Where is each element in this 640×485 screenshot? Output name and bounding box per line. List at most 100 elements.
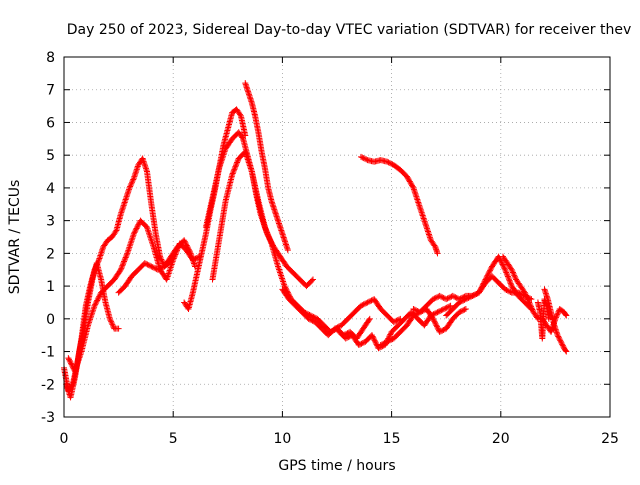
data-point <box>66 357 73 364</box>
data-point <box>393 317 400 324</box>
data-point <box>266 236 273 243</box>
data-point <box>234 158 241 165</box>
data-point <box>134 222 141 229</box>
data-point <box>436 292 443 299</box>
data-point <box>523 293 530 300</box>
x-axis-label: GPS time / hours <box>278 458 395 474</box>
data-point <box>430 317 437 324</box>
data-point <box>92 300 99 307</box>
data-point <box>504 272 511 279</box>
data-point <box>181 237 188 244</box>
data-point <box>230 169 237 176</box>
data-point <box>377 342 384 348</box>
y-tick-label: 1 <box>46 279 55 295</box>
data-point <box>365 317 372 324</box>
data-point <box>476 288 483 295</box>
data-point <box>237 111 244 118</box>
data-point <box>344 334 351 341</box>
data-point <box>453 294 460 301</box>
data-point <box>555 333 562 340</box>
data-point <box>507 279 514 285</box>
data-point <box>373 341 380 348</box>
data-point <box>388 160 395 167</box>
data-point <box>118 265 125 272</box>
data-point <box>500 264 507 271</box>
data-point <box>505 274 512 281</box>
x-tick-label: 10 <box>273 431 291 447</box>
data-point <box>406 178 413 185</box>
data-point <box>369 333 376 340</box>
data-point <box>466 294 473 301</box>
data-point <box>375 345 382 352</box>
data-point <box>511 273 518 280</box>
data-point <box>484 272 491 279</box>
data-point <box>434 323 441 330</box>
data-point <box>96 293 103 300</box>
data-point <box>458 307 465 314</box>
data-point <box>385 338 392 345</box>
data-point <box>481 277 488 284</box>
data-point <box>438 307 445 314</box>
data-point <box>262 225 269 232</box>
data-point <box>444 304 451 311</box>
data-point <box>432 319 439 326</box>
data-point <box>429 314 436 321</box>
data-point <box>335 323 342 330</box>
data-point <box>359 302 366 309</box>
data-point <box>457 298 464 305</box>
data-point <box>553 314 560 321</box>
data-point <box>554 311 561 318</box>
data-point <box>497 257 504 264</box>
data-point <box>108 318 115 325</box>
data-point <box>508 281 515 288</box>
data-point <box>345 334 352 341</box>
data-point <box>157 255 164 262</box>
data-point <box>364 299 371 306</box>
data-point <box>128 180 135 187</box>
data-point <box>437 293 444 300</box>
data-point <box>553 313 560 320</box>
data-point <box>380 340 387 347</box>
data-point <box>442 305 449 312</box>
data-point <box>267 237 274 244</box>
data-point <box>503 269 510 276</box>
data-point <box>485 270 492 276</box>
data-point <box>234 159 241 166</box>
data-point <box>485 271 492 278</box>
data-point <box>156 266 163 273</box>
data-point <box>66 356 73 363</box>
x-tick-label: 5 <box>169 431 178 447</box>
data-point <box>366 315 373 322</box>
data-point <box>117 266 124 273</box>
data-point <box>407 179 414 186</box>
data-point <box>129 179 136 186</box>
data-point <box>508 266 515 273</box>
data-point <box>559 341 566 348</box>
data-point <box>267 239 274 246</box>
data-point <box>435 308 442 315</box>
data-point <box>487 266 494 273</box>
data-point <box>505 276 512 283</box>
data-point <box>483 273 490 280</box>
series-track-9 <box>279 286 403 339</box>
data-point <box>107 317 114 324</box>
y-tick-label: 0 <box>46 312 55 328</box>
data-point <box>483 275 490 282</box>
data-point <box>441 306 448 312</box>
data-point <box>487 267 494 274</box>
data-point <box>512 275 519 282</box>
data-point <box>411 311 418 318</box>
data-point <box>477 287 484 294</box>
data-point <box>239 134 246 141</box>
data-point <box>478 284 485 291</box>
data-point <box>69 362 76 369</box>
data-point <box>504 287 511 294</box>
data-point <box>147 262 154 269</box>
data-point <box>187 249 194 256</box>
data-point <box>439 327 446 334</box>
data-point <box>464 295 471 302</box>
data-point <box>501 265 508 272</box>
data-point <box>433 309 440 316</box>
data-point <box>504 273 511 280</box>
